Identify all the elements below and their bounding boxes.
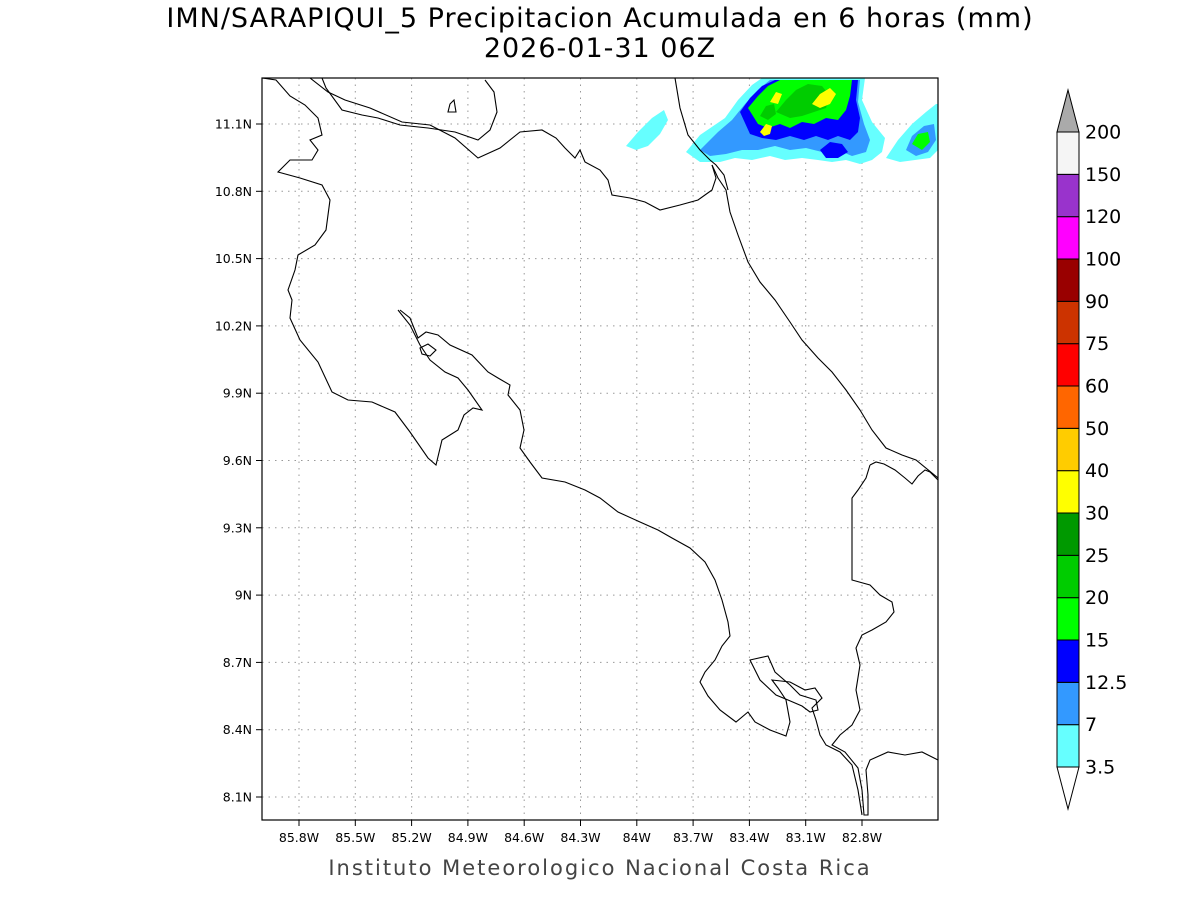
map-plot-area (262, 78, 938, 820)
colorbar-label: 75 (1085, 333, 1109, 355)
lat-tick-label: 10.2N (215, 318, 252, 333)
lat-tick-label: 10.5N (215, 251, 252, 266)
lat-tick-label: 8.1N (223, 790, 252, 805)
colorbar-swatch (1056, 681, 1080, 726)
credit-text: Instituto Meteorologico Nacional Costa R… (328, 856, 872, 880)
colorbar-label: 50 (1085, 418, 1109, 440)
colorbar-swatch (1056, 131, 1080, 175)
colorbar-under-triangle (1056, 766, 1080, 811)
nicoya-gulf (399, 309, 863, 816)
lat-tick-label: 10.8N (215, 184, 252, 199)
lon-tick-label: 82.8W (842, 830, 882, 845)
colorbar-label: 20 (1085, 587, 1109, 609)
colorbar-label: 12.5 (1085, 672, 1127, 694)
river-mouth (674, 78, 729, 191)
colorbar-swatch (1056, 470, 1080, 514)
lon-tick-label: 85.8W (279, 830, 319, 845)
map-frame (261, 77, 939, 821)
lon-tick-label: 84.3W (560, 830, 600, 845)
colorbar-swatch (1056, 385, 1080, 429)
colorbar-swatch (1056, 173, 1080, 218)
colorbar-swatch (1056, 639, 1080, 683)
colorbar-swatch (1056, 597, 1080, 641)
precip-area-20mm (776, 84, 830, 118)
colorbar-label: 60 (1085, 376, 1109, 398)
colorbar-label: 200 (1085, 122, 1121, 144)
precipitation-field (626, 78, 938, 164)
lon-tick-label: 85.2W (391, 830, 431, 845)
lake-arenal (419, 343, 437, 357)
lat-tick-label: 11.1N (215, 117, 252, 132)
precip-area-20mm (760, 104, 776, 120)
lon-tick-label: 83.4W (729, 830, 769, 845)
colorbar-label: 15 (1085, 630, 1109, 652)
colorbar-label: 120 (1085, 206, 1121, 228)
panama-border (869, 461, 938, 485)
coastlines (262, 78, 938, 816)
precip-area-3-5mm (626, 110, 668, 150)
precip-area-30mm (760, 124, 772, 136)
lat-tick-label: 9N (235, 588, 252, 603)
lon-tick-label: 84.6W (504, 830, 544, 845)
lake-nicaragua-shore (321, 78, 498, 141)
panama-border (831, 464, 938, 816)
nicaragua-border (309, 78, 717, 211)
precip-area-12-5mm (820, 142, 848, 158)
colorbar-swatch (1056, 343, 1080, 387)
colorbar-over-triangle (1056, 88, 1080, 133)
lat-tick-label: 9.3N (223, 520, 252, 535)
precip-area-30mm (812, 88, 836, 108)
caribbean-coast (711, 164, 938, 479)
lat-tick-label: 8.7N (223, 655, 252, 670)
map-datetime: 2026-01-31 06Z (483, 33, 717, 64)
colorbar-label: 7 (1085, 714, 1097, 736)
lon-tick-label: 84.9W (448, 830, 488, 845)
colorbar-label: 150 (1085, 164, 1121, 186)
lon-tick-label: 83.7W (673, 830, 713, 845)
pacific-coast-north (262, 78, 484, 467)
lon-tick-label: 85.5W (335, 830, 375, 845)
colorbar-swatch (1056, 258, 1080, 302)
colorbar-label: 90 (1085, 291, 1109, 313)
lat-tick-label: 9.9N (223, 386, 252, 401)
colorbar-label: 30 (1085, 503, 1109, 525)
lat-tick-label: 9.6N (223, 453, 252, 468)
precip-area-15mm (912, 132, 930, 150)
colorbar-label: 100 (1085, 249, 1121, 271)
colorbar-swatch (1056, 512, 1080, 556)
osa-peninsula (749, 655, 819, 713)
lon-tick-label: 84W (623, 830, 651, 845)
lon-tick-label: 83.1W (786, 830, 826, 845)
precip-area-30mm (770, 92, 782, 104)
colorbar-label: 25 (1085, 545, 1109, 567)
colorbar-label: 40 (1085, 460, 1109, 482)
colorbar-swatch (1056, 300, 1080, 345)
lat-tick-label: 8.4N (223, 722, 252, 737)
colorbar: 3.5 7 12.5 15 20 25 30 40 50 60 75 90 100 120 150 200 (1056, 88, 1127, 811)
map-title: IMN/SARAPIQUI_5 Precipitacion Acumulada … (166, 3, 1034, 34)
colorbar-swatch (1056, 724, 1080, 768)
map-grid: 85.8W 85.5W 85.2W 84.9W 84.6W 84.3W 84W 83.7W 83… (215, 78, 938, 845)
colorbar-swatch (1056, 216, 1080, 260)
colorbar-swatch (1056, 427, 1080, 472)
colorbar-swatch (1056, 554, 1080, 599)
lake-islet (447, 98, 457, 113)
colorbar-label: 3.5 (1085, 757, 1115, 779)
